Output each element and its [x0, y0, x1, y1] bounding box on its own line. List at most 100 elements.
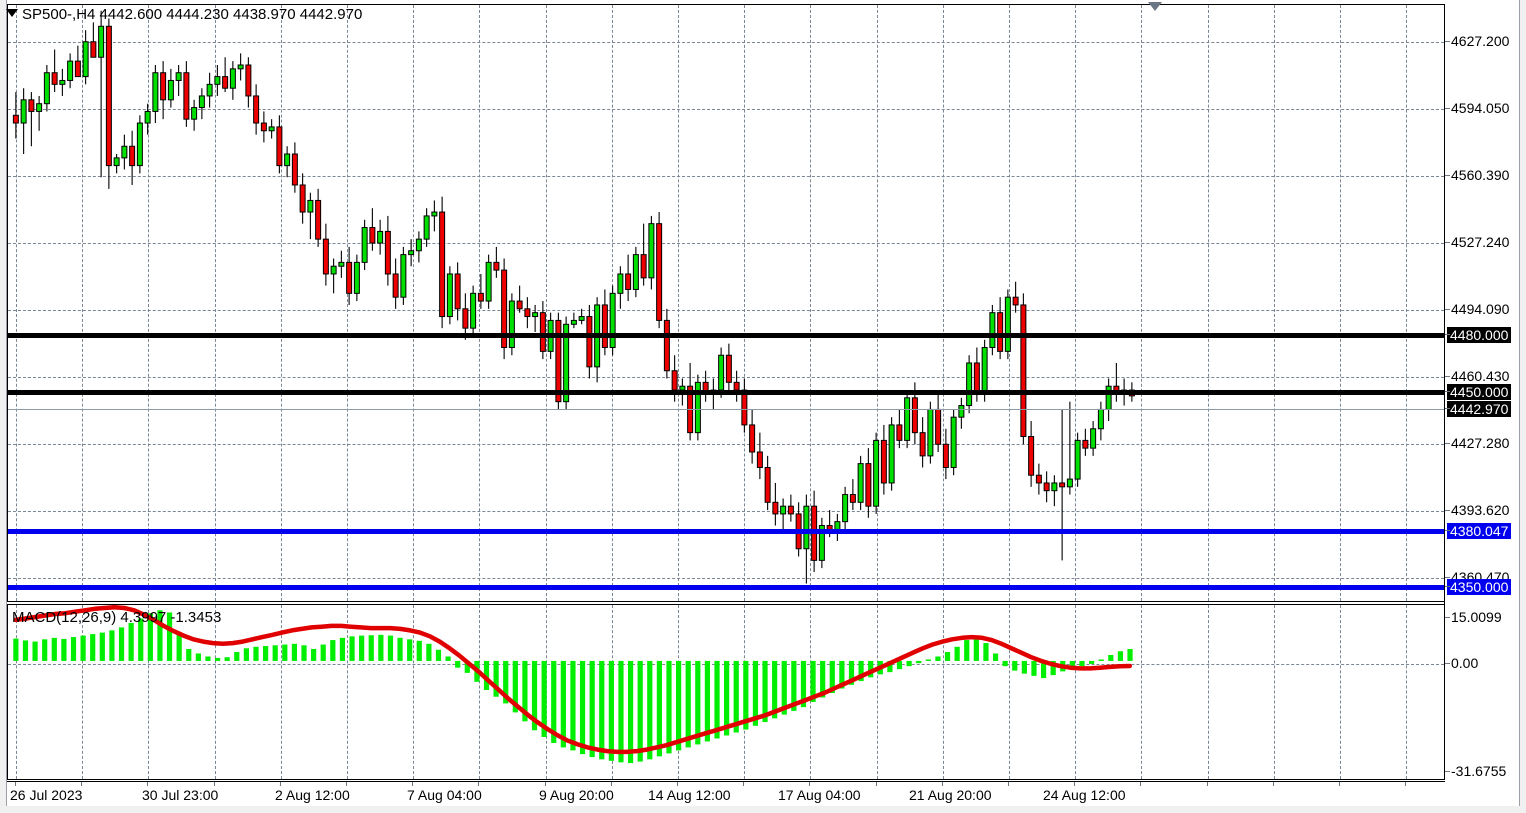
axis-tick	[1445, 376, 1450, 377]
axis-tick	[1207, 782, 1208, 786]
candle-bullish	[718, 354, 725, 391]
candle-bearish	[12, 114, 19, 124]
axis-tick	[1445, 586, 1450, 587]
candlestick-series	[12, 10, 1135, 584]
macd-tick-label: 15.0099	[1451, 609, 1502, 625]
macd-histogram-bar	[1098, 659, 1104, 661]
price-chart-pane[interactable]	[7, 4, 1445, 602]
gridline-vertical	[1208, 5, 1209, 601]
macd-histogram-bar	[944, 651, 951, 661]
gridline-vertical	[148, 5, 149, 601]
candle-bearish	[1043, 482, 1050, 492]
candle-bullish	[237, 64, 244, 70]
candle-bearish	[454, 273, 461, 310]
level-line-support-4350[interactable]	[8, 585, 1444, 590]
axis-tick	[1445, 108, 1450, 109]
candle-bearish	[919, 432, 926, 457]
gridline-vertical	[943, 5, 944, 601]
axis-tick	[412, 782, 413, 786]
gridline-vertical	[1141, 605, 1142, 779]
time-axis[interactable]: 26 Jul 2023 30 Jul 23:00 2 Aug 12:00 7 Aug …	[7, 781, 1445, 806]
macd-histogram-bar	[733, 660, 739, 733]
macd-histogram-bar	[359, 635, 365, 661]
candle-bullish	[377, 230, 384, 244]
axis-tick	[1445, 41, 1450, 42]
price-tick-label: 4627.200	[1451, 33, 1510, 49]
candle-bullish	[330, 265, 337, 275]
candle-bullish	[59, 79, 66, 85]
macd-histogram-bar	[695, 660, 701, 745]
time-tick-label: 7 Aug 04:00	[407, 787, 482, 803]
macd-histogram-bar	[262, 646, 269, 661]
macd-histogram-bar	[531, 660, 538, 731]
macd-histogram-bar	[906, 660, 912, 667]
level-line-resistance-4450[interactable]	[8, 390, 1444, 395]
candle-bearish	[1059, 482, 1066, 488]
level-line-current-price[interactable]	[8, 409, 1444, 410]
price-axis[interactable]: 4627.200 4594.050 4560.390 4527.240 4494.090…	[1444, 4, 1519, 780]
current-bar-marker-icon	[1148, 2, 1162, 11]
candle-bearish	[880, 439, 887, 484]
triangle-down-icon[interactable]	[6, 9, 18, 17]
candle-bullish	[423, 215, 430, 240]
gridline-vertical	[1208, 605, 1209, 779]
macd-histogram-bar	[445, 656, 451, 661]
gridline-vertical	[347, 5, 348, 601]
macd-histogram-bar	[435, 649, 442, 661]
candle-bullish	[648, 223, 655, 279]
candle-bullish	[873, 439, 880, 507]
macd-histogram-bar	[570, 660, 576, 751]
candle-bearish	[74, 60, 81, 78]
candle-bullish	[632, 254, 639, 290]
window-frame-bottom	[0, 806, 1526, 813]
macd-histogram-bar	[32, 641, 38, 661]
macd-histogram-bar	[272, 645, 278, 661]
candle-bearish	[896, 424, 903, 441]
axis-tick	[1445, 175, 1450, 176]
gridline-vertical	[82, 5, 83, 601]
candle-bearish	[392, 273, 399, 298]
candle-bullish	[470, 292, 477, 329]
axis-tick	[1445, 309, 1450, 310]
level-line-support-4380[interactable]	[8, 529, 1444, 534]
macd-histogram-bar	[147, 613, 153, 661]
candle-bearish	[756, 451, 763, 468]
gridline-vertical	[1340, 5, 1341, 601]
macd-histogram-bar	[964, 640, 970, 661]
gridline-horizontal	[8, 176, 1444, 177]
macd-histogram-bar	[675, 660, 682, 751]
macd-indicator-pane[interactable]: MACD(12,26,9) 4.3997 -1.3453	[7, 604, 1445, 780]
macd-histogram-bar	[522, 660, 528, 722]
level-line-resistance-4480[interactable]	[8, 333, 1444, 338]
macd-histogram-bar	[1108, 654, 1114, 661]
time-tick-label: 26 Jul 2023	[10, 787, 83, 803]
candle-bullish	[144, 110, 151, 124]
gridline-horizontal	[8, 511, 1444, 512]
candle-bullish	[361, 227, 368, 263]
macd-histogram-bar	[166, 612, 173, 661]
price-tick-label: 4594.050	[1451, 100, 1510, 116]
candle-bearish	[1035, 474, 1042, 484]
axis-tick	[1445, 530, 1450, 531]
macd-histogram-bar	[935, 656, 941, 661]
candle-bearish	[586, 316, 593, 368]
macd-histogram-bar	[954, 646, 960, 661]
macd-histogram-bar	[810, 660, 816, 702]
macd-histogram-bar	[1079, 660, 1085, 667]
candle-bullish	[136, 122, 143, 167]
candle-bearish	[183, 72, 190, 120]
axis-tick	[81, 782, 82, 786]
macd-histogram-bar	[80, 635, 86, 661]
macd-histogram-bar	[512, 660, 518, 713]
candle-bearish	[245, 64, 252, 97]
macd-histogram-bar	[541, 660, 547, 737]
macd-histogram-bar	[503, 660, 509, 704]
candle-bearish	[28, 99, 35, 112]
candle-bearish	[276, 126, 283, 167]
macd-histogram-bar	[656, 660, 662, 757]
candle-bullish	[570, 319, 577, 325]
axis-tick	[611, 782, 612, 786]
axis-tick	[1074, 782, 1075, 786]
candle-bullish	[206, 83, 213, 97]
macd-histogram-bar	[800, 660, 807, 708]
